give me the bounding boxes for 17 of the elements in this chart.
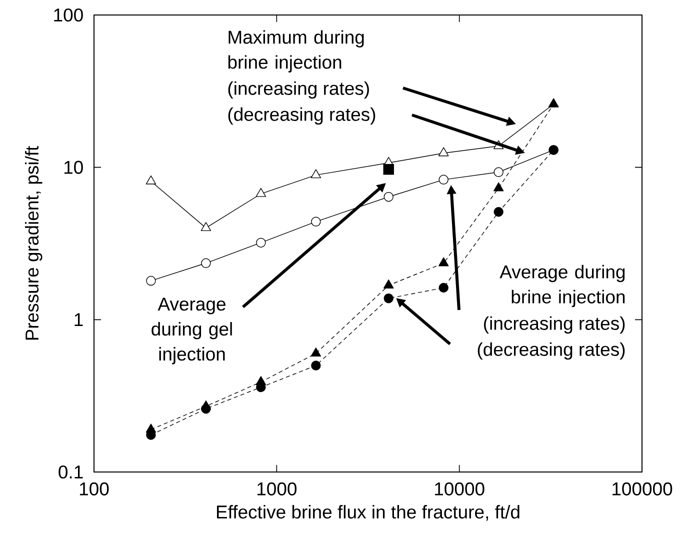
y-tick-label: 1: [74, 313, 83, 326]
annotation: Average during brine injection: [500, 264, 625, 308]
x-axis-title: Effective brine flux in the fracture, ft/d: [216, 504, 520, 521]
annotation: (decreasing rates): [478, 342, 625, 360]
y-tick-label: 0.1: [58, 465, 83, 479]
y-tick-label: 10: [64, 160, 83, 174]
annotation: Average during gel injection: [152, 298, 232, 364]
y-tick-label: 100: [54, 8, 83, 22]
annotation: (increasing rates): [484, 316, 625, 334]
annotation: (decreasing rates): [228, 107, 376, 125]
x-tick-label: 100000: [612, 482, 672, 496]
y-axis-title: Pressure gradient, psi/ft: [24, 146, 42, 340]
annotation: (increasing rates): [228, 81, 369, 99]
x-tick-label: 100: [80, 482, 109, 496]
x-tick-label: 10000: [435, 482, 484, 496]
x-tick-label: 1000: [258, 482, 297, 496]
annotation: Maximum during brine injection: [228, 30, 364, 72]
